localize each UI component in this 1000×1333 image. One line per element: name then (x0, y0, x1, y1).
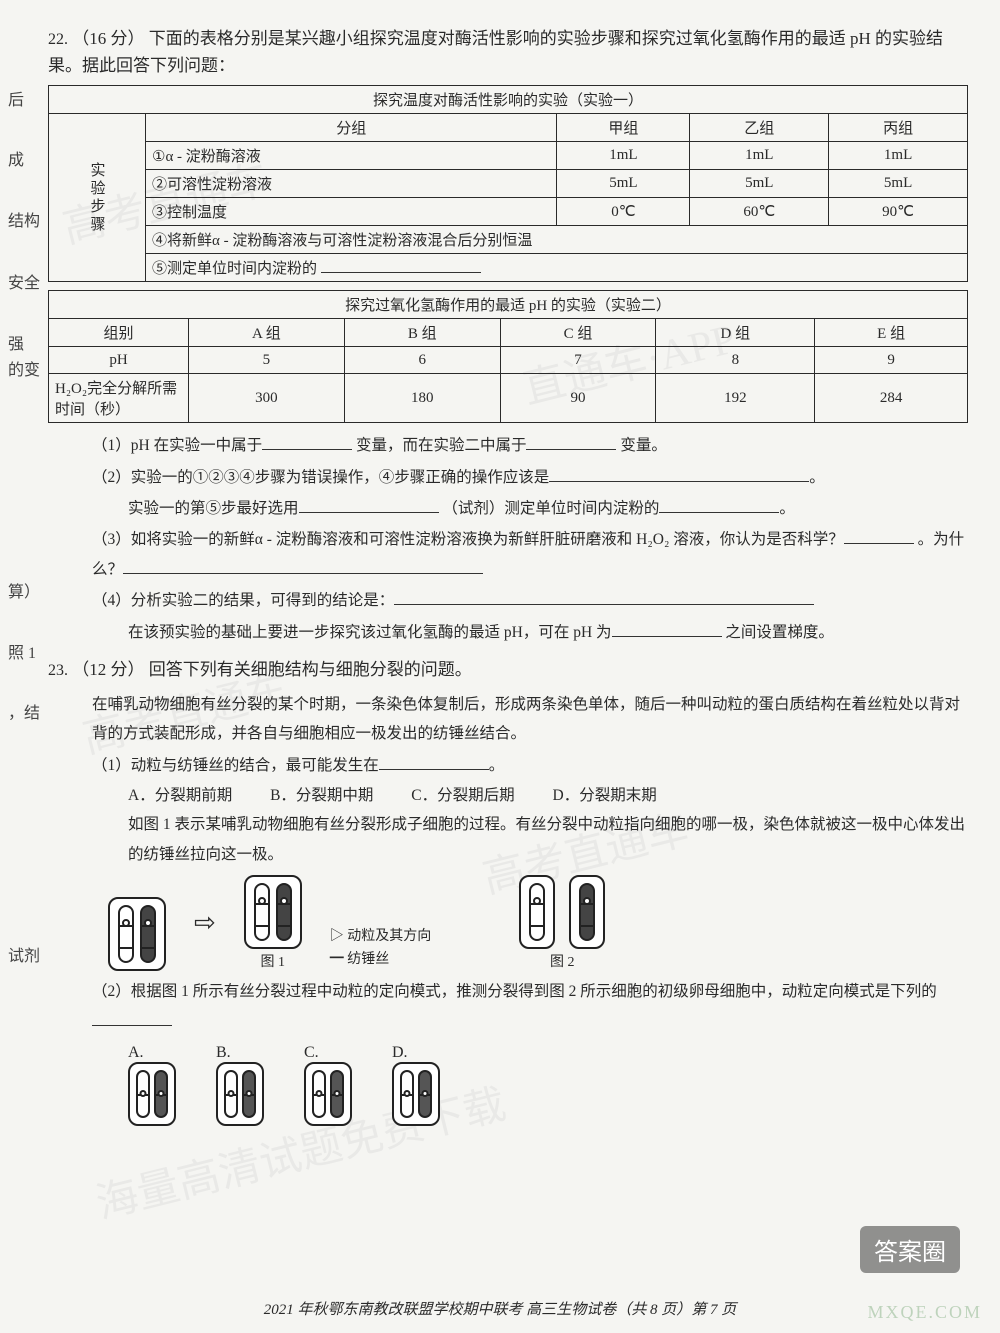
page-footer: 2021 年秋鄂东南教改联盟学校期中联考 高三生物试卷（共 8 页）第 7 页 (0, 1298, 1000, 1319)
t1-side-label: 实验步骤 (49, 114, 146, 282)
opt-a: A．分裂期前期 (128, 782, 232, 810)
q22-sub3: （3）如将实验一的新鲜α - 淀粉酶溶液和可溶性淀粉溶液换为新鲜肝脏研磨液和 H… (92, 525, 968, 584)
t2-r0c5: 9 (815, 347, 968, 374)
blank (844, 530, 914, 544)
q23-options: A．分裂期前期 B．分裂期中期 C．分裂期后期 D．分裂期末期 (128, 782, 968, 810)
blank (379, 756, 489, 770)
q22-number: 22. (48, 31, 68, 48)
q22-table1: 探究温度对酶活性影响的实验（实验一） 实验步骤 分组 甲组 乙组 丙组 ①α -… (48, 85, 968, 282)
q23-figdesc: 如图 1 表示某哺乳动物细胞有丝分裂形成子细胞的过程。有丝分裂中动粒指向细胞的哪… (128, 810, 968, 869)
choice-b: B. (216, 1044, 264, 1126)
t1-r1c0: ②可溶性淀粉溶液 (146, 170, 557, 198)
q22-table2: 探究过氧化氢酶作用的最适 pH 的实验（实验二） 组别 A 组 B 组 C 组 … (48, 290, 968, 423)
blank (612, 623, 722, 637)
blank (526, 436, 616, 450)
t2-r0c1: 5 (189, 347, 345, 374)
t2-r1c3: 90 (500, 374, 656, 423)
legend-b: ━ 纺锤丝 (330, 949, 432, 971)
t2-r1c5: 284 (815, 374, 968, 423)
fig1-left-cell (108, 897, 166, 971)
blank (262, 436, 352, 450)
fig1-right-cell: 图 1 (244, 875, 302, 971)
opt-c: C．分裂期后期 (411, 782, 514, 810)
legend-a: ▷ 动粒及其方向 (330, 926, 432, 948)
t2-title: 探究过氧化氢酶作用的最适 pH 的实验（实验二） (49, 291, 968, 319)
t1-r2c0: ③控制温度 (146, 198, 557, 226)
choice-a: A. (128, 1044, 176, 1126)
q23-intro: 回答下列有关细胞结构与细胞分裂的问题。 (149, 660, 472, 679)
q22-sub4a: （4）分析实验二的结果，可得到的结论是： (92, 586, 968, 615)
t1-r2c3: 90℃ (829, 198, 968, 226)
q23-sub2: （2）根据图 1 所示有丝分裂过程中动粒的定向模式，推测分裂得到图 2 所示细胞… (92, 977, 968, 1036)
choice-d: D. (392, 1044, 440, 1126)
t1-r1c1: 5mL (557, 170, 690, 198)
t2-r0c3: 7 (500, 347, 656, 374)
t1-h3: 丙组 (829, 114, 968, 142)
t2-h0: 组别 (49, 319, 189, 347)
q22-heading: 22. （16 分） 下面的表格分别是某兴趣小组探究温度对酶活性影响的实验步骤和… (48, 26, 968, 79)
t1-r0c0: ①α - 淀粉酶溶液 (146, 142, 557, 170)
blank (394, 591, 814, 605)
q22-points: （16 分） (72, 29, 144, 48)
blank (299, 499, 439, 513)
q23-para: 在哺乳动物细胞有丝分裂的某个时期，一条染色体复制后，形成两条染色单体，随后一种叫… (92, 690, 968, 749)
t2-h5: E 组 (815, 319, 968, 347)
t2-h2: B 组 (344, 319, 500, 347)
q22-sub2a: （2）实验一的①②③④步骤为错误操作，④步骤正确的操作应该是。 (92, 463, 968, 492)
t2-r0c0: pH (49, 347, 189, 374)
t2-r1c1: 300 (189, 374, 345, 423)
t2-h3: C 组 (500, 319, 656, 347)
opt-b: B．分裂期中期 (270, 782, 373, 810)
fig2-caption: 图 2 (519, 951, 605, 971)
t1-row4: ④将新鲜α - 淀粉酶溶液与可溶性淀粉溶液混合后分别恒温 (146, 226, 968, 254)
q23-number: 23. (48, 662, 68, 679)
q23-heading: 23. （12 分） 回答下列有关细胞结构与细胞分裂的问题。 (48, 657, 968, 684)
blank (92, 1012, 172, 1026)
t1-r2c2: 60℃ (690, 198, 829, 226)
blank (659, 499, 779, 513)
fig2-cells: 图 2 (519, 875, 605, 971)
figure-row: ⇨ 图 1 ▷ 动粒及其方向 ━ 纺锤丝 图 2 (108, 875, 968, 971)
t2-r1c4: 192 (656, 374, 815, 423)
arrow-icon: ⇨ (194, 908, 216, 938)
t1-r0c3: 1mL (829, 142, 968, 170)
cutoff-left-column: 后 成 结构 安全 强 的变 算） 照 1 ，结 试剂 (8, 90, 42, 1006)
opt-d: D．分裂期末期 (553, 782, 657, 810)
t1-h2: 乙组 (690, 114, 829, 142)
t2-r1c2: 180 (344, 374, 500, 423)
t2-r1c0: H₂O₂完全分解所需时间（秒） (49, 374, 189, 423)
q22-intro: 下面的表格分别是某兴趣小组探究温度对酶活性影响的实验步骤和探究过氧化氢酶作用的最… (48, 29, 943, 75)
legend: ▷ 动粒及其方向 ━ 纺锤丝 (330, 926, 432, 971)
t1-title: 探究温度对酶活性影响的实验（实验一） (49, 86, 968, 114)
blank (123, 560, 483, 574)
t1-r1c3: 5mL (829, 170, 968, 198)
q22-sub4b: 在该预实验的基础上要进一步探究该过氧化氢酶的最适 pH，可在 pH 为 之间设置… (128, 618, 968, 647)
t1-r2c1: 0℃ (557, 198, 690, 226)
fig1-caption: 图 1 (244, 951, 302, 971)
t1-r0c2: 1mL (690, 142, 829, 170)
q23-choices: A. B. C. D. (128, 1044, 968, 1126)
t1-h0: 分组 (146, 114, 557, 142)
q22-sub2b: 实验一的第⑤步最好选用 （试剂）测定单位时间内淀粉的。 (128, 494, 968, 523)
q23-points: （12 分） (72, 660, 144, 679)
t2-h4: D 组 (656, 319, 815, 347)
t2-r0c2: 6 (344, 347, 500, 374)
blank (549, 468, 809, 482)
t1-h1: 甲组 (557, 114, 690, 142)
corner-watermark: MXQE.COM (867, 1302, 982, 1323)
t1-row5-text: ⑤测定单位时间内淀粉的 (152, 261, 317, 277)
t1-row5: ⑤测定单位时间内淀粉的 (146, 254, 968, 282)
answer-badge: 答案圈 (860, 1226, 960, 1273)
t1-r1c2: 5mL (690, 170, 829, 198)
q23-sub1: （1）动粒与纺锤丝的结合，最可能发生在。 (92, 751, 968, 780)
t1-r0c1: 1mL (557, 142, 690, 170)
t2-r0c4: 8 (656, 347, 815, 374)
choice-c: C. (304, 1044, 352, 1126)
q22-sub1: （1）pH 在实验一中属于 变量，而在实验二中属于 变量。 (92, 431, 968, 460)
t2-h1: A 组 (189, 319, 345, 347)
page-body: 22. （16 分） 下面的表格分别是某兴趣小组探究温度对酶活性影响的实验步骤和… (48, 26, 968, 1126)
t1-row5-blank (321, 259, 481, 273)
